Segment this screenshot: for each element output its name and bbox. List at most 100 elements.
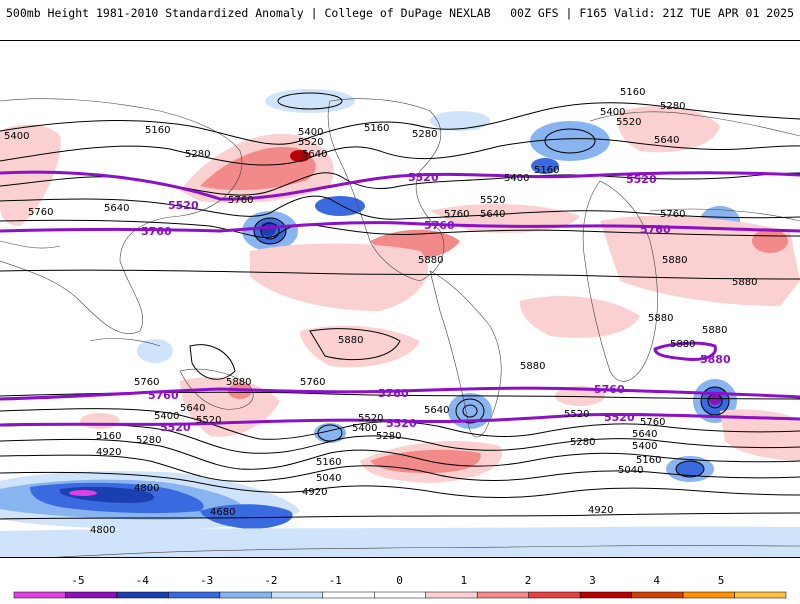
colorbar-segment [682, 591, 735, 599]
colorbar-segment [374, 591, 426, 599]
colorbar-tick-label: -1 [329, 574, 342, 587]
colorbar-tick-label: 1 [460, 574, 467, 587]
svg-text:5160: 5160 [534, 165, 559, 176]
svg-text:5520: 5520 [604, 411, 635, 424]
svg-text:5760: 5760 [300, 377, 325, 388]
svg-text:5760: 5760 [444, 209, 469, 220]
svg-text:5160: 5160 [145, 125, 170, 136]
svg-text:5520: 5520 [480, 195, 505, 206]
colorbar-segment [528, 591, 581, 599]
map-title: 500mb Height 1981-2010 Standardized Anom… [6, 6, 491, 20]
colorbar-tick-label: -5 [71, 574, 84, 587]
colorbar-segment [734, 591, 787, 599]
svg-text:5160: 5160 [96, 431, 121, 442]
map-panel[interactable]: 5400 5160 5280 5640 5760 5760 5400 5520 … [0, 40, 800, 558]
svg-text:5160: 5160 [316, 457, 341, 468]
svg-text:5880: 5880 [732, 277, 757, 288]
colorbar-segment [322, 591, 375, 599]
bold-contour-labels: 5520 5520 5520 5760 5760 5760 5760 5760 … [141, 171, 731, 434]
svg-text:5160: 5160 [636, 455, 661, 466]
svg-text:5040: 5040 [316, 473, 341, 484]
svg-text:5400: 5400 [154, 411, 179, 422]
colorbar-segment [271, 591, 324, 599]
svg-text:5640: 5640 [302, 149, 327, 160]
svg-text:5520: 5520 [386, 417, 417, 430]
svg-text:4680: 4680 [210, 507, 235, 518]
svg-text:5640: 5640 [654, 135, 679, 146]
colorbar-segment [65, 591, 118, 599]
colorbar-tick-label: -2 [264, 574, 277, 587]
colorbar-segment [13, 591, 66, 599]
svg-text:5400: 5400 [4, 131, 29, 142]
svg-text:5400: 5400 [632, 441, 657, 452]
svg-text:5520: 5520 [358, 413, 383, 424]
svg-text:5400: 5400 [600, 107, 625, 118]
model-run-info: 00Z GFS | F165 Valid: 21Z TUE APR 01 202… [510, 6, 794, 20]
svg-text:5520: 5520 [196, 415, 221, 426]
svg-text:5520: 5520 [408, 171, 439, 184]
svg-text:5520: 5520 [298, 137, 323, 148]
continent-outlines [0, 98, 800, 557]
bold-contours [0, 170, 800, 427]
colorbar-tick-label: 3 [589, 574, 596, 587]
svg-text:5880: 5880 [662, 255, 687, 266]
svg-text:5880: 5880 [670, 339, 695, 350]
negative-anomaly-shading [0, 89, 800, 557]
colorbar-tick-label: -4 [136, 574, 150, 587]
svg-text:5520: 5520 [168, 199, 199, 212]
svg-text:5880: 5880 [700, 353, 731, 366]
svg-text:5280: 5280 [376, 431, 401, 442]
svg-text:5280: 5280 [136, 435, 161, 446]
svg-text:5880: 5880 [520, 361, 545, 372]
svg-text:5760: 5760 [640, 417, 665, 428]
svg-text:5760: 5760 [594, 383, 625, 396]
header: 500mb Height 1981-2010 Standardized Anom… [0, 0, 800, 22]
colorbar-segment [219, 591, 272, 599]
svg-text:5880: 5880 [338, 335, 363, 346]
contour-labels: 5400 5160 5280 5640 5760 5760 5400 5520 … [4, 87, 757, 536]
svg-text:5400: 5400 [298, 127, 323, 138]
colorbar-tick-label: 4 [653, 574, 660, 587]
svg-text:4800: 4800 [90, 525, 115, 536]
svg-text:5760: 5760 [640, 223, 671, 236]
svg-text:5280: 5280 [412, 129, 437, 140]
colorbar-tick-label: 0 [396, 574, 403, 587]
svg-text:5280: 5280 [660, 101, 685, 112]
colorbar-tick-label: 2 [525, 574, 532, 587]
anomaly-map: 5400 5160 5280 5640 5760 5760 5400 5520 … [0, 87, 800, 557]
svg-text:5520: 5520 [160, 421, 191, 434]
svg-text:5280: 5280 [570, 437, 595, 448]
svg-text:5400: 5400 [352, 423, 377, 434]
svg-text:4920: 4920 [302, 487, 327, 498]
svg-text:5760: 5760 [424, 219, 455, 232]
colorbar-scale: -5 -4 -3 -2 -1 0 1 2 3 4 5 [13, 574, 787, 599]
svg-text:5400: 5400 [504, 173, 529, 184]
svg-text:5640: 5640 [632, 429, 657, 440]
svg-text:5040: 5040 [618, 465, 643, 476]
svg-text:5280: 5280 [185, 149, 210, 160]
svg-text:5640: 5640 [104, 203, 129, 214]
svg-text:5160: 5160 [364, 123, 389, 134]
colorbar: -5 -4 -3 -2 -1 0 1 2 3 4 5 [0, 570, 800, 600]
svg-text:5880: 5880 [226, 377, 251, 388]
svg-text:5760: 5760 [134, 377, 159, 388]
svg-text:5760: 5760 [228, 195, 253, 206]
svg-text:5640: 5640 [180, 403, 205, 414]
svg-text:4920: 4920 [96, 447, 121, 458]
colorbar-segment [476, 591, 529, 599]
svg-text:5520: 5520 [616, 117, 641, 128]
colorbar-tick-label: -3 [200, 574, 213, 587]
svg-text:5760: 5760 [660, 209, 685, 220]
svg-text:5880: 5880 [648, 313, 673, 324]
colorbar-segment [579, 591, 632, 599]
svg-text:5760: 5760 [141, 225, 172, 238]
svg-text:5760: 5760 [148, 389, 179, 402]
svg-text:5520: 5520 [626, 173, 657, 186]
svg-text:5640: 5640 [424, 405, 449, 416]
svg-text:5880: 5880 [418, 255, 443, 266]
svg-text:5880: 5880 [702, 325, 727, 336]
svg-text:5760: 5760 [28, 207, 53, 218]
svg-text:5520: 5520 [564, 409, 589, 420]
svg-text:4920: 4920 [588, 505, 613, 516]
colorbar-segment [425, 591, 478, 599]
